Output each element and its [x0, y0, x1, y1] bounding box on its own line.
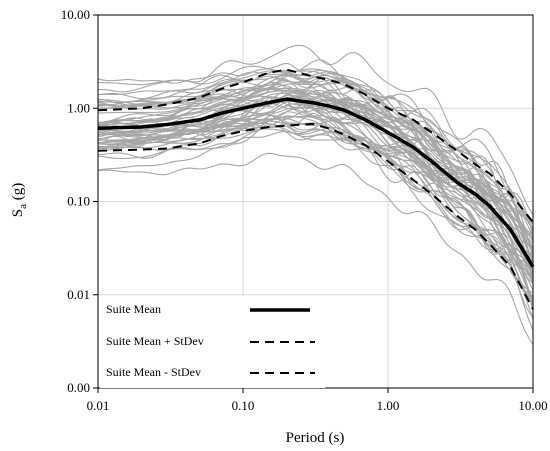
tick-labels: 0.01 0.10 1.00 10.00 0.00 0.01 0.10 1.00 10.00 [61, 7, 548, 413]
record-line [97, 69, 534, 225]
record-line [97, 44, 534, 216]
y-tick-label: 1.00 [67, 100, 90, 115]
record-line [97, 75, 534, 262]
record-line [97, 124, 534, 294]
record-line [97, 111, 534, 278]
y-axis-title-subscript: a [17, 204, 29, 209]
y-tick-label: 0.00 [67, 380, 90, 395]
individual-record-lines [97, 44, 534, 345]
record-line [97, 129, 534, 281]
record-line [98, 122, 534, 304]
series-lines [97, 68, 535, 310]
record-line [97, 126, 534, 298]
record-line [97, 84, 534, 271]
legend: Suite Mean Suite Mean + StDev Suite Mean… [100, 296, 325, 388]
series-line-plus-stdev [97, 68, 534, 223]
x-tick-label: 0.10 [232, 398, 255, 413]
x-tick-label: 1.00 [377, 398, 400, 413]
record-line [98, 82, 534, 256]
legend-label-mean: Suite Mean [106, 302, 161, 316]
series-line-mean [97, 97, 535, 268]
legend-label-plus: Suite Mean + StDev [106, 334, 204, 348]
record-line [97, 94, 534, 285]
y-tick-label: 0.01 [67, 287, 90, 302]
record-line [97, 73, 534, 225]
x-axis-title: Period (s) [286, 430, 345, 446]
x-tick-label: 0.01 [87, 398, 110, 413]
y-axis-title-main: S [10, 209, 26, 217]
y-axis-title-tail: (g) [10, 183, 26, 204]
x-tick-label: 10.00 [518, 398, 547, 413]
record-line [97, 152, 534, 345]
y-tick-label: 0.10 [67, 194, 90, 209]
y-axis-title: Sa (g) [10, 183, 29, 217]
record-line [97, 95, 534, 284]
y-tick-label: 10.00 [61, 7, 90, 22]
record-line [97, 87, 534, 242]
record-line [97, 59, 534, 223]
series-line-minus-stdev [97, 122, 534, 310]
record-line [97, 118, 534, 318]
legend-label-minus: Suite Mean - StDev [106, 365, 201, 379]
record-line [97, 68, 534, 231]
